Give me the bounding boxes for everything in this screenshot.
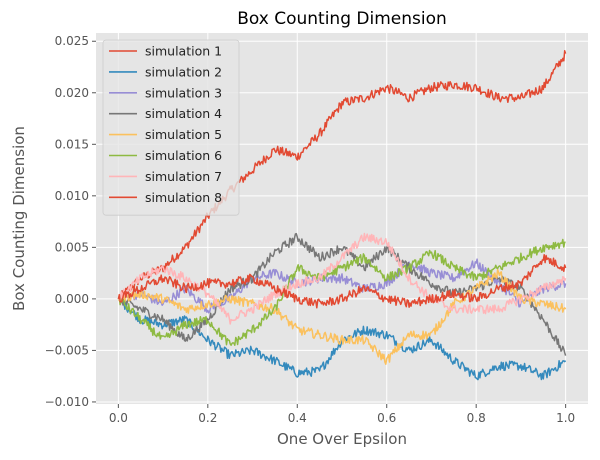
series-line-6 (117, 238, 566, 346)
legend-entry: simulation 6 (145, 148, 222, 163)
y-tick-label: 0.025 (55, 34, 89, 48)
y-tick-label: −0.005 (45, 343, 89, 357)
y-tick-label: 0.015 (55, 137, 89, 151)
x-tick-label: 0.4 (288, 411, 307, 425)
legend-entry: simulation 1 (145, 44, 222, 59)
series-lines (117, 50, 567, 381)
x-tick-label: 0.8 (467, 411, 486, 425)
y-tick-label: 0.020 (55, 86, 89, 100)
legend-box (102, 39, 240, 216)
y-tick-label: 0.010 (55, 189, 89, 203)
legend: simulation 1 simulation 2 simulation 3 simu… (102, 39, 240, 216)
x-tick-label: 0.2 (198, 411, 217, 425)
y-tick-label: −0.010 (45, 395, 89, 409)
x-tick-label: 0.0 (109, 411, 128, 425)
legend-entry: simulation 4 (145, 106, 222, 121)
chart-title: Box Counting Dimension (237, 9, 447, 29)
y-axis-ticks: −0.010 −0.005 0.000 0.005 0.010 0.015 0.020 0.0… (45, 34, 96, 409)
series-line-4 (118, 232, 567, 356)
x-tick-label: 1.0 (556, 411, 575, 425)
legend-entry: simulation 3 (145, 85, 222, 100)
legend-entry: simulation 2 (145, 64, 222, 79)
legend-entry: simulation 7 (145, 169, 222, 184)
x-tick-label: 0.6 (377, 411, 396, 425)
y-axis-label: Box Counting Dimension (10, 126, 28, 311)
legend-entry: simulation 8 (145, 190, 222, 205)
x-axis-ticks: 0.0 0.2 0.4 0.6 0.8 1.0 (109, 404, 575, 425)
y-tick-label: 0.005 (55, 240, 89, 254)
y-tick-label: 0.000 (55, 292, 89, 306)
grid (96, 33, 588, 404)
series-line-5 (117, 268, 567, 365)
x-axis-label: One Over Epsilon (277, 430, 407, 448)
series-line-8 (117, 254, 567, 309)
series-line-1 (117, 50, 567, 300)
series-line-3 (117, 258, 567, 314)
legend-entry: simulation 5 (145, 127, 222, 142)
